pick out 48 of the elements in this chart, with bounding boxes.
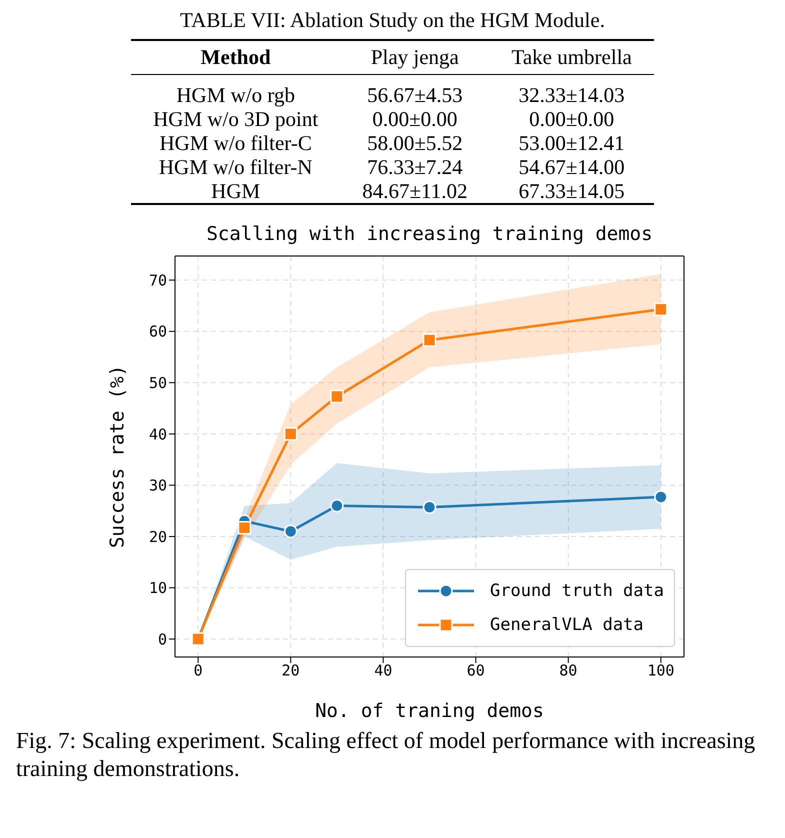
point — [422, 333, 436, 347]
y-tick-label: 30 — [148, 476, 167, 495]
text: Method — [200, 44, 272, 71]
point — [654, 490, 668, 504]
x-tick-label: 100 — [647, 662, 674, 680]
y-axis-title: Success rate (%) — [106, 364, 129, 548]
x-tick-label: 80 — [559, 662, 578, 680]
x-axis-title: No. of traning demos — [315, 700, 544, 722]
text: 84.67±11.02 — [361, 179, 468, 204]
y-tick-label: 70 — [148, 271, 167, 290]
text: HGM w/o filter-N — [158, 155, 314, 179]
text: HGM w/o rgb — [175, 82, 296, 107]
text: 54.67±14.00 — [518, 155, 626, 179]
legend-label: Ground truth data — [490, 581, 664, 601]
point — [238, 521, 252, 535]
text: TABLE VII: Ablation Study on the HGM Module. — [179, 8, 606, 33]
text: 0.00±0.00 — [528, 107, 616, 131]
text: 0.00±0.00 — [371, 107, 458, 131]
y-tick-label: 20 — [148, 528, 167, 546]
point — [284, 427, 298, 441]
y-tick-label: 0 — [158, 630, 167, 648]
text: HGM — [210, 179, 262, 204]
text: HGM w/o 3D point — [152, 107, 320, 131]
text: 53.00±12.41 — [518, 131, 626, 155]
point — [422, 500, 436, 514]
text: 56.67±4.53 — [366, 82, 464, 107]
text: 32.33±14.03 — [518, 82, 626, 107]
legend-label: GeneralVLA data — [490, 615, 644, 635]
text: 58.00±5.52 — [366, 131, 464, 155]
text: 76.33±7.24 — [366, 155, 464, 179]
text: HGM w/o filter-C — [158, 131, 313, 155]
text: Take umbrella — [510, 44, 633, 71]
chart-title: Scalling with increasing training demos — [205, 223, 654, 245]
point — [330, 390, 344, 404]
y-tick-label: 10 — [148, 579, 167, 598]
x-tick-label: 0 — [194, 662, 203, 680]
x-tick-label: 20 — [282, 662, 300, 680]
y-tick-label: 50 — [148, 374, 167, 392]
x-tick-label: 60 — [466, 662, 485, 680]
text: Play jenga — [370, 44, 460, 71]
point — [330, 498, 344, 512]
x-tick-label: 40 — [374, 662, 392, 680]
y-tick-label: 40 — [148, 425, 167, 444]
point — [284, 524, 298, 538]
caption: Fig. 7: Scaling experiment. Scaling effect of model performance with increasing training demonstrations. — [15, 727, 756, 783]
text: 67.33±14.05 — [518, 179, 626, 204]
point — [654, 302, 668, 316]
y-tick-label: 60 — [148, 322, 167, 341]
